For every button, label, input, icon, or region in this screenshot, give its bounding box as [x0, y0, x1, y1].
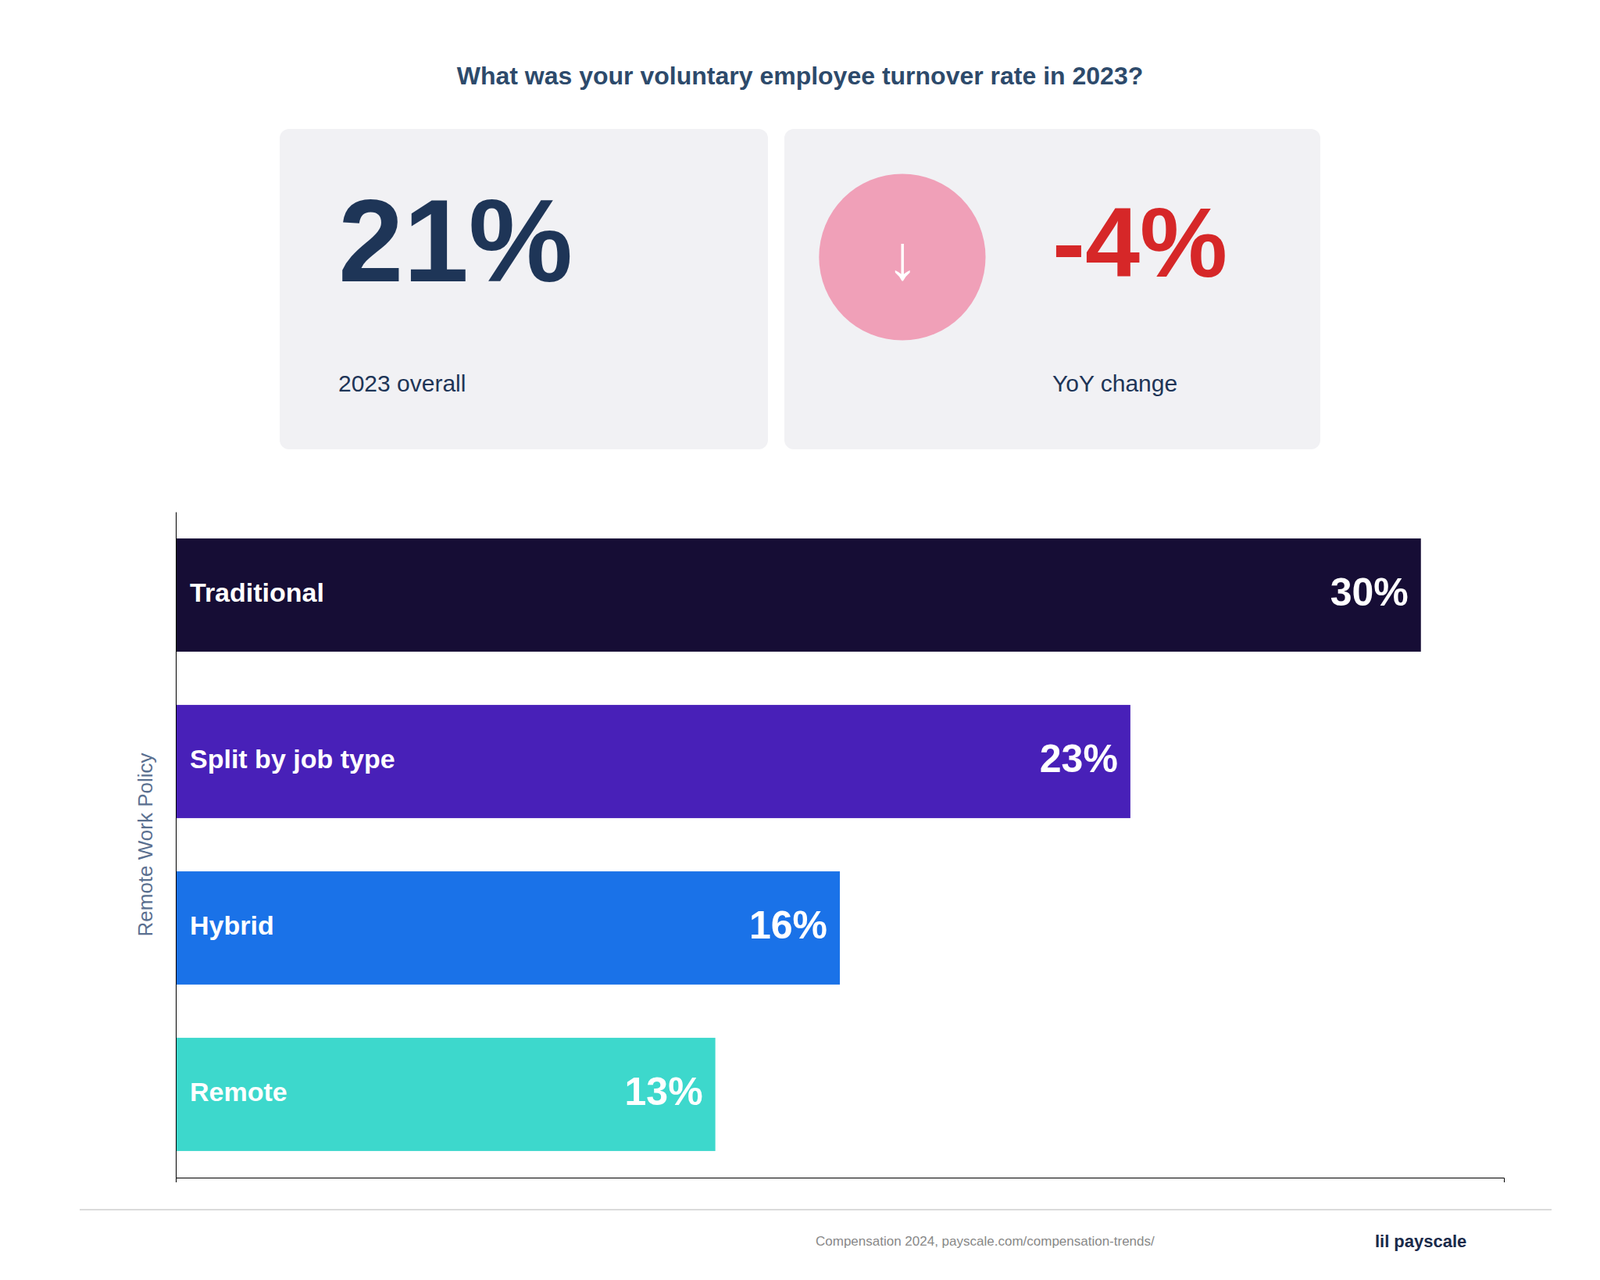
y-axis [175, 512, 177, 1179]
data-labels: 30% 23% 16% 13% [625, 570, 1409, 1114]
yoy-arrow: ↓ [886, 222, 918, 293]
bar [175, 871, 840, 985]
x-axis [176, 1178, 1505, 1183]
category-label: Hybrid [189, 910, 275, 940]
footer-rule [79, 1209, 1552, 1211]
chart-title: What was your voluntary employee turnove… [457, 61, 1143, 90]
stat-label: 2023 overall [338, 370, 466, 397]
bar [175, 704, 1131, 818]
category-label: Remote [189, 1076, 288, 1107]
bars [175, 538, 1422, 1151]
stat-card [279, 128, 768, 450]
chart-root: What was your voluntary employee turnove… [0, 0, 1600, 1280]
data-label: 23% [1039, 736, 1118, 781]
x-axis-line [176, 1178, 1505, 1183]
category-label: Split by job type [189, 743, 396, 774]
plot: Traditional Split by job type Hybrid Remote… [175, 512, 1505, 1183]
bar [175, 1037, 716, 1151]
yoy-arrow-circle [818, 173, 986, 340]
data-label: 16% [749, 903, 828, 947]
data-label: 30% [1330, 570, 1409, 615]
y-axis-line [175, 512, 177, 1179]
yoy-label: YoY change [1052, 370, 1178, 397]
data-label: 13% [625, 1069, 704, 1114]
footer-text: Compensation 2024, payscale.com/compensa… [815, 1233, 1155, 1249]
yoy-card [784, 128, 1321, 450]
category-labels: Traditional Split by job type Hybrid Remote [189, 577, 396, 1107]
bar [175, 538, 1422, 652]
category-label: Traditional [189, 577, 325, 608]
yoy-value: -4% [1052, 187, 1228, 298]
y-axis-title: Remote Work Policy [133, 752, 158, 936]
footer-logo: lil payscale [1375, 1231, 1467, 1251]
stat-value: 21% [338, 175, 573, 307]
